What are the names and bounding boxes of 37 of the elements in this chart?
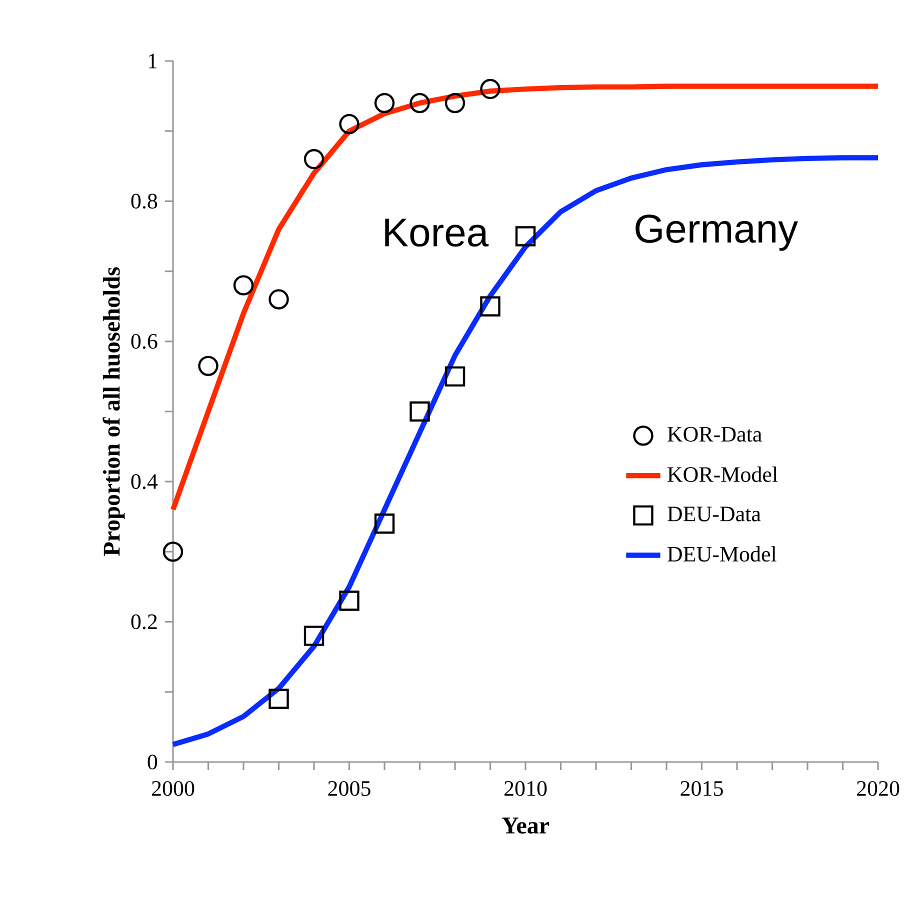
point: [339, 114, 360, 134]
point: [339, 590, 360, 611]
legend-label: DEU-Model: [668, 546, 776, 562]
y-axis-title: Proportion of all huoseholds: [102, 267, 125, 556]
y-tick-label: 0.8: [131, 194, 158, 209]
y-tick-label: 0.4: [131, 474, 158, 490]
point: [444, 366, 466, 387]
annotation: Korea: [385, 218, 489, 247]
point: [444, 92, 466, 114]
x-axis-title: Year: [502, 818, 549, 834]
y-tick-label: 0.2: [131, 614, 157, 630]
annotation: Germany: [636, 214, 798, 251]
x-tick-label: 2020: [856, 781, 900, 796]
y-tick-label: 0: [148, 754, 158, 770]
point: [268, 688, 289, 710]
point: [304, 149, 324, 170]
point: [480, 78, 500, 100]
legend-label: DEU-Data: [668, 506, 761, 522]
point: [233, 275, 254, 296]
point: [162, 542, 184, 562]
x-tick-label: 2000: [152, 781, 194, 796]
point: [410, 401, 430, 422]
y-tick-label: 1: [148, 54, 157, 68]
point: [410, 92, 430, 114]
legend-label: KOR-Model: [668, 466, 778, 482]
x-tick-label: 2005: [328, 781, 370, 796]
point: [480, 296, 500, 316]
point: [374, 92, 395, 114]
point: [374, 514, 395, 534]
point: [304, 626, 324, 646]
point: [198, 356, 218, 376]
x-tick-label: 2010: [504, 781, 547, 796]
point: [268, 289, 289, 310]
legend-label: KOR-Data: [668, 426, 762, 442]
point: [515, 226, 536, 246]
x-tick-label: 2015: [680, 781, 723, 796]
y-tick-label: 0.6: [131, 334, 158, 349]
